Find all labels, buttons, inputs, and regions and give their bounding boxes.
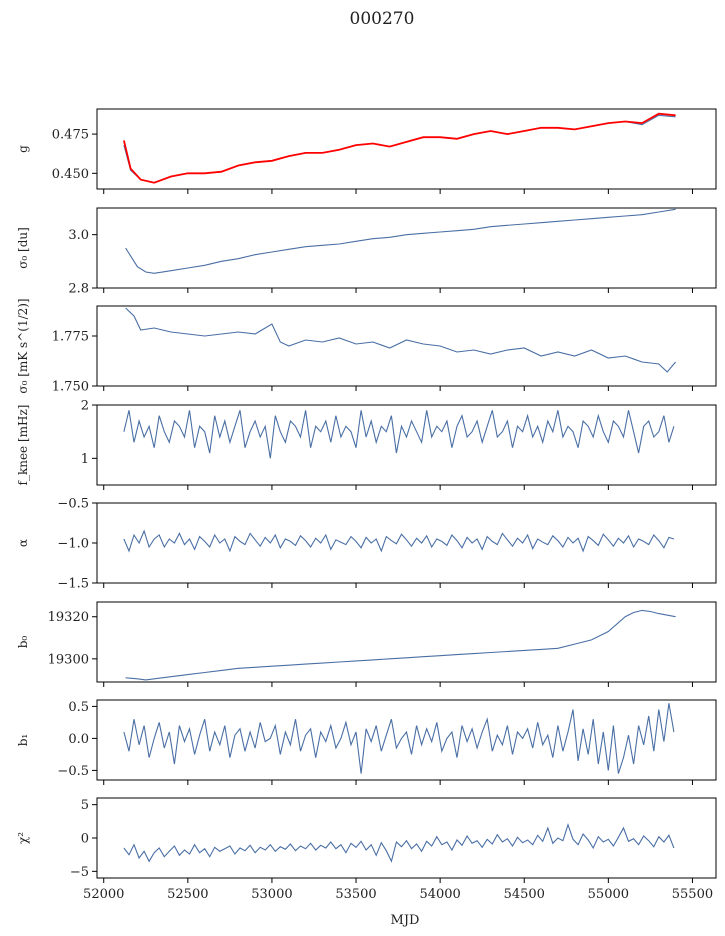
y-tick-label: −1.0 [57, 537, 89, 552]
plot-frame [96, 404, 717, 486]
series-line-6-1 [125, 609, 676, 681]
x-tick-label: 54500 [504, 887, 545, 902]
y-tick-label: 0 [81, 832, 89, 847]
y-tick-label: 19320 [48, 610, 89, 625]
y-tick-label: 0.450 [52, 167, 89, 182]
x-tick-label: 52500 [167, 887, 208, 902]
y-tick-label: −5 [70, 865, 89, 880]
y-tick-label: −0.5 [57, 764, 89, 779]
series-line-4-1 [123, 410, 675, 459]
subplots: 0.450 0.475 g 2.8 3.0 σ₀ [du] 1.750 1.775 σ₀ [mK… [16, 108, 717, 902]
y-axis-label: b₀ [16, 636, 30, 649]
subplot-4: 1 2 f_knee [mHz] [16, 399, 717, 490]
x-tick-label: 53500 [335, 887, 376, 902]
x-axis-label: MJD [391, 913, 420, 928]
plot-frame [96, 699, 717, 781]
y-tick-label: 1.775 [52, 330, 89, 345]
x-tick-label: 55500 [672, 887, 713, 902]
plot-frame [96, 601, 717, 683]
y-tick-label: −1.5 [57, 577, 89, 592]
y-axis-label: f_knee [mHz] [16, 405, 30, 486]
plot-frame [96, 797, 717, 879]
subplot-1: 0.450 0.475 g [16, 108, 717, 194]
y-axis-label: α [16, 539, 30, 547]
subplot-5: −1.5 −1.0 −0.5 α [16, 497, 717, 592]
plot-frame [96, 305, 717, 387]
figure-title: 000270 [350, 9, 415, 29]
y-tick-label: −0.5 [57, 497, 89, 512]
y-tick-label: 2.8 [68, 282, 89, 297]
subplot-8: −5 0 5 52000 52500 53000 53500 54000 54500 55000 5… [16, 797, 717, 902]
series-line-8-1 [123, 822, 675, 863]
subplot-6: 19300 19320 b₀ [16, 601, 717, 687]
y-axis-label: σ₀ [mK s^(1/2)] [16, 298, 30, 393]
y-axis-label: b₁ [16, 734, 30, 747]
y-tick-label: 2 [81, 399, 89, 414]
y-tick-label: 3.0 [68, 228, 89, 243]
x-tick-label: 54000 [419, 887, 460, 902]
y-tick-label: 5 [81, 798, 89, 813]
y-tick-label: 19300 [48, 652, 89, 667]
series-line-3-1 [125, 307, 677, 373]
plot-frame [96, 207, 717, 289]
y-tick-label: 1 [81, 452, 89, 467]
subplot-2: 2.8 3.0 σ₀ [du] [16, 207, 717, 297]
series-line-7-1 [123, 703, 675, 774]
plot-frame [96, 108, 717, 190]
subplot-7: −0.5 0.0 0.5 b₁ [16, 699, 717, 785]
y-axis-label: χ² [16, 832, 30, 844]
subplot-3: 1.750 1.775 σ₀ [mK s^(1/2)] [16, 298, 717, 395]
y-tick-label: 1.750 [52, 380, 89, 395]
y-axis-label: g [16, 145, 30, 153]
x-tick-label: 55000 [588, 887, 629, 902]
x-tick-label: 52000 [83, 887, 124, 902]
y-axis-label: σ₀ [du] [16, 227, 30, 269]
series-line-5-1 [123, 529, 675, 553]
y-tick-label: 0.5 [68, 700, 89, 715]
y-tick-label: 0.0 [68, 732, 89, 747]
series-line-2-1 [125, 208, 676, 274]
x-tick-label: 53000 [251, 887, 292, 902]
y-tick-label: 0.475 [52, 128, 89, 143]
series-line-1-2 [123, 112, 676, 184]
